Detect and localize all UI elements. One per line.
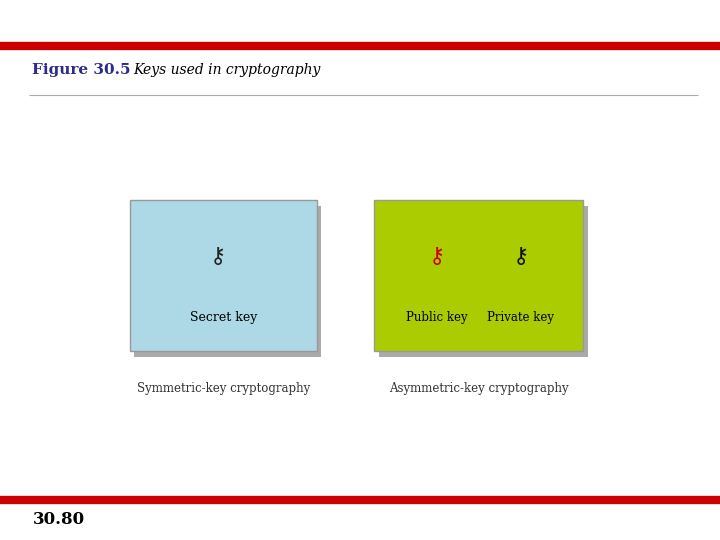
Text: Figure 30.5: Figure 30.5 <box>32 63 131 77</box>
Text: Secret key: Secret key <box>189 311 257 324</box>
Text: Private key: Private key <box>487 311 554 324</box>
FancyBboxPatch shape <box>374 200 583 351</box>
Text: ⚷: ⚷ <box>513 247 528 267</box>
FancyBboxPatch shape <box>379 206 588 357</box>
Text: Asymmetric-key cryptography: Asymmetric-key cryptography <box>389 382 569 395</box>
Text: ⚷: ⚷ <box>210 247 225 267</box>
Text: Public key: Public key <box>406 311 468 324</box>
Text: Keys used in cryptography: Keys used in cryptography <box>133 63 320 77</box>
FancyBboxPatch shape <box>134 206 321 357</box>
FancyBboxPatch shape <box>130 200 317 351</box>
Text: ⚷: ⚷ <box>429 247 445 267</box>
Text: Symmetric-key cryptography: Symmetric-key cryptography <box>137 382 310 395</box>
Text: 30.80: 30.80 <box>32 511 84 528</box>
